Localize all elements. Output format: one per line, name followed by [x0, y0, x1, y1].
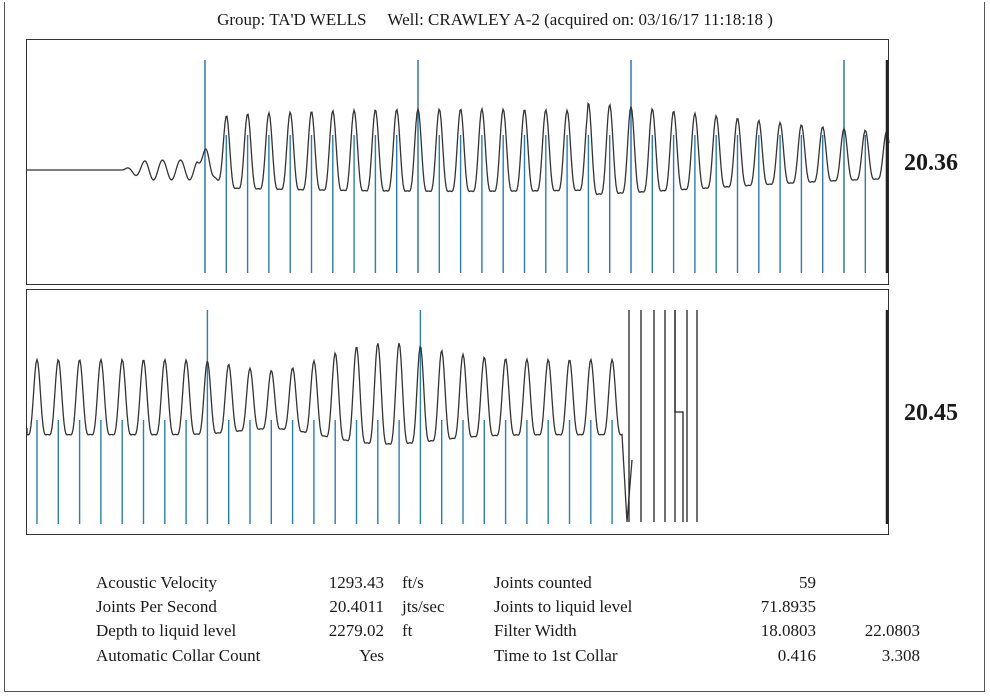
acquired-date: (acquired on: 03/16/17 11:18:18 ) — [544, 10, 773, 29]
stat-value-filter-width: 18.0803 — [760, 621, 816, 640]
stat-label-joints-counted: Joints counted — [494, 573, 592, 592]
stat-unit-joints-per-second: jts/sec — [402, 597, 445, 616]
stat-label-auto-collar-count: Automatic Collar Count — [96, 646, 261, 665]
bottom-liquid-step — [674, 310, 684, 522]
stat-value2-filter-width: 22.0803 — [864, 621, 920, 640]
stat-label-filter-width: Filter Width — [494, 621, 577, 640]
stat-label-depth-to-liquid: Depth to liquid level — [96, 621, 237, 640]
stat-value-joints-to-liquid: 71.8935 — [760, 597, 816, 616]
stat-value-joints-counted: 59 — [799, 573, 816, 592]
bottom-joint-rate: 20.45 — [904, 400, 958, 426]
stat-unit-acoustic-velocity: ft/s — [402, 573, 424, 592]
stat-label-acoustic-velocity: Acoustic Velocity — [96, 573, 218, 592]
stat-label-joints-to-liquid: Joints to liquid level — [494, 597, 633, 616]
top-acoustic-trace-panel — [26, 39, 890, 285]
well-name: CRAWLEY A-2 — [428, 10, 540, 29]
stat-label-joints-per-second: Joints Per Second — [96, 597, 217, 616]
stat-value2-time-first-collar: 3.308 — [881, 646, 920, 665]
top-acoustic-waveform — [27, 102, 890, 196]
stat-value-time-first-collar: 0.416 — [777, 646, 816, 665]
well-label: Well: — [387, 10, 424, 29]
report-header: Group: TA'D WELLS Well: CRAWLEY A-2 (acq… — [0, 10, 990, 30]
stat-value-depth-to-liquid: 2279.02 — [328, 621, 384, 640]
report-frame — [4, 2, 985, 692]
bottom-acoustic-trace-panel — [26, 289, 889, 535]
bottom-acoustic-waveform — [27, 343, 633, 523]
stat-value-joints-per-second: 20.4011 — [329, 597, 384, 616]
stat-value-auto-collar-count: Yes — [359, 646, 384, 665]
stat-label-time-first-collar: Time to 1st Collar — [494, 646, 618, 665]
bottom-trace-svg — [27, 310, 889, 524]
top-trace-svg — [27, 60, 890, 273]
stat-value-acoustic-velocity: 1293.43 — [328, 573, 384, 592]
group-label: Group: — [217, 10, 266, 29]
stat-unit-depth-to-liquid: ft — [402, 621, 413, 640]
group-name: TA'D WELLS — [269, 10, 367, 29]
top-joint-rate: 20.36 — [904, 150, 958, 176]
